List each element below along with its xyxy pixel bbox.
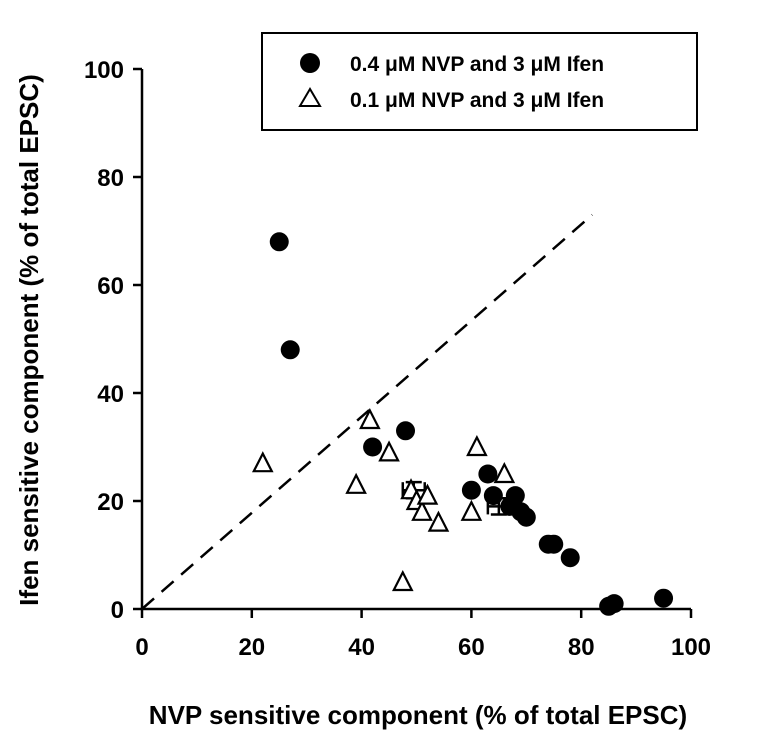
data-point-circle <box>654 588 674 608</box>
data-point-triangle <box>411 499 433 521</box>
data-point-circle <box>363 437 383 457</box>
y-tick-label: 60 <box>97 273 124 300</box>
data-point-circle <box>560 548 580 568</box>
data-point-triangle <box>416 483 439 505</box>
data-point-triangle <box>251 451 274 473</box>
points-layer <box>251 232 674 616</box>
x-tick-label: 20 <box>238 634 265 661</box>
data-point-triangle <box>391 569 414 592</box>
data-point-circle <box>505 486 525 506</box>
x-tick-label: 40 <box>348 634 375 661</box>
legend-marker-circle <box>300 53 320 73</box>
identity-dashed-line <box>141 213 594 610</box>
x-tick-label: 0 <box>135 634 148 661</box>
data-point-circle <box>396 421 416 441</box>
x-tick-label: 80 <box>568 634 595 661</box>
reference-line-layer <box>141 213 594 610</box>
data-point-triangle <box>460 499 483 521</box>
data-point-triangle <box>359 407 381 430</box>
x-axis-title: NVP sensitive component (% of total EPSC… <box>149 700 687 730</box>
data-point-circle <box>461 480 481 500</box>
y-tick-label: 0 <box>111 597 124 624</box>
axes-layer: 0 20 40 60 80 100 0 20 40 60 80 100 <box>84 57 711 661</box>
data-point-circle <box>604 594 624 614</box>
data-point-circle <box>483 486 503 506</box>
data-point-triangle <box>378 440 400 462</box>
legend-label-series-2: 0.1 μM NVP and 3 μM Ifen <box>350 89 604 112</box>
y-tick-label: 80 <box>97 165 124 192</box>
y-axis-title: Ifen sensitive component (% of total EPS… <box>14 74 44 606</box>
legend-box <box>261 32 698 131</box>
data-point-triangle <box>345 472 367 494</box>
y-tick-label: 40 <box>97 381 124 408</box>
data-point-circle <box>516 507 536 527</box>
data-point-triangle <box>493 461 516 484</box>
legend-label-series-1: 0.4 μM NVP and 3 μM Ifen <box>350 53 604 76</box>
x-tick-label: 100 <box>671 634 711 661</box>
data-point-circle <box>269 232 289 252</box>
x-tick-label: 60 <box>458 634 485 661</box>
legend-marker-triangle <box>298 87 322 107</box>
y-tick-label: 100 <box>84 57 124 84</box>
data-point-triangle <box>427 510 450 532</box>
data-point-triangle <box>466 434 488 457</box>
data-point-circle <box>544 534 564 554</box>
data-point-circle <box>478 464 498 484</box>
legend: 0.4 μM NVP and 3 μM Ifen 0.1 μM NVP and … <box>261 32 698 131</box>
y-tick-label: 20 <box>97 489 124 516</box>
data-point-circle <box>280 340 300 360</box>
